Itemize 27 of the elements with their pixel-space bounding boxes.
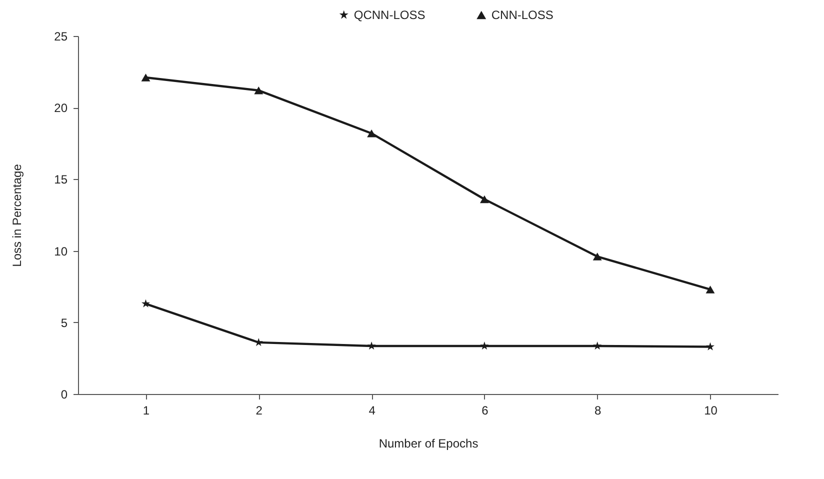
x-axis-title: Number of Epochs bbox=[378, 436, 478, 450]
y-tick-label: 10 bbox=[54, 244, 68, 258]
x-tick-label: 2 bbox=[256, 404, 263, 418]
y-tick-label: 15 bbox=[54, 172, 68, 187]
point bbox=[254, 86, 264, 94]
point bbox=[141, 74, 150, 82]
y-tick-label: 0 bbox=[60, 388, 68, 402]
legend-label: QCNN-LOSS bbox=[354, 8, 426, 22]
point bbox=[706, 286, 715, 294]
y-tick-label: 25 bbox=[54, 30, 68, 44]
x-tick-label: 6 bbox=[482, 404, 489, 418]
point bbox=[480, 195, 489, 204]
legend-label: CNN-LOSS bbox=[491, 8, 554, 22]
x-tick-label: 8 bbox=[594, 404, 602, 418]
point bbox=[480, 342, 489, 350]
y-tick-label: 20 bbox=[54, 101, 68, 116]
point bbox=[367, 130, 376, 138]
y-tick-label: 5 bbox=[60, 316, 68, 330]
point bbox=[592, 252, 602, 260]
y-axis-title: Loss in Percentage bbox=[10, 164, 24, 267]
x-tick-label: 1 bbox=[142, 404, 150, 418]
point bbox=[367, 342, 376, 350]
x-tick-label: 4 bbox=[368, 404, 376, 418]
point bbox=[593, 342, 602, 350]
point bbox=[706, 342, 715, 350]
x-tick-label: 10 bbox=[704, 404, 718, 418]
point bbox=[141, 299, 150, 308]
